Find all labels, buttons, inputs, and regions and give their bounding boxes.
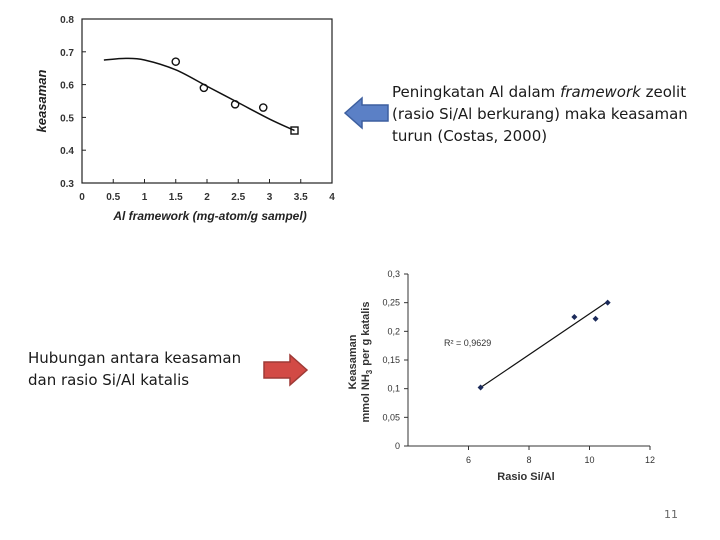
chart1-x-tick-label: 1 <box>142 192 148 203</box>
chart2-y-label-line1: Keasaman <box>347 334 359 389</box>
chart2-y-label-mmol: mmol NH <box>360 374 372 422</box>
chart1-x-tick-label: 3 <box>267 192 273 203</box>
chart1-x-tick-label: 1.5 <box>169 192 183 203</box>
chart1-y-axis-label: keasaman <box>34 70 49 133</box>
chart1-y-tick-label: 0.6 <box>60 81 74 92</box>
chart1-y-tick-label: 0.3 <box>60 179 74 190</box>
top-annotation-line3: turun (Costas, 2000) <box>392 127 548 145</box>
chart1-y-tick-label: 0.7 <box>60 48 74 59</box>
chart2-y-label-subscript: 3 <box>365 369 374 374</box>
chart2-trendline <box>480 301 608 389</box>
chart1-x-tick-label: 4 <box>329 192 335 203</box>
chart2-y-tick-label: 0,1 <box>387 384 400 394</box>
chart1-x-tick-label: 3.5 <box>294 192 308 203</box>
chart1-data-point <box>199 83 209 93</box>
chart2-y-label-per-g: per g katalis <box>360 302 372 366</box>
chart2-y-tick-label: 0,2 <box>387 326 400 336</box>
bottom-annotation-line2: dan rasio Si/Al katalis <box>28 371 190 389</box>
chart1-data-point <box>230 99 240 109</box>
chart2-y-tick-label: 0,15 <box>382 355 400 365</box>
chart1-plot-frame <box>81 18 333 184</box>
chart1-x-tick-label: 2 <box>204 192 210 203</box>
top-annotation: Peningkatan Al dalam framework zeolit (r… <box>392 81 692 147</box>
bottom-annotation: Hubungan antara keasaman dan rasio Si/Al… <box>28 347 268 391</box>
chart1-x-tick-label: 0.5 <box>106 192 120 203</box>
framework-emphasis: framework <box>560 83 641 101</box>
chart1-y-tick-label: 0.5 <box>60 113 74 124</box>
chart2-r-squared: R² = 0,9629 <box>444 338 491 348</box>
chart1-data-point <box>258 103 268 112</box>
chart-acidity-vs-si-al-ratio: 0 0,05 0,1 0,15 0,2 0,25 0,3 6 8 10 12 R² = 0,962… <box>347 269 655 483</box>
chart-acidity-vs-al-framework: 0.3 0.4 0.5 0.6 0.7 0.8 0 0.5 1 1.5 2 2.5 3 3.5 4 kea… <box>34 15 335 223</box>
chart2-x-axis-label: Rasio Si/Al <box>497 471 554 483</box>
chart1-y-tick-label: 0.4 <box>60 146 74 157</box>
chart2-x-tick-label: 8 <box>526 455 531 465</box>
page-number: 11 <box>664 508 678 521</box>
chart2-y-tick-label: 0 <box>395 441 400 451</box>
chart1-data-point <box>171 57 181 66</box>
chart1-y-tick-label: 0.8 <box>60 15 74 26</box>
chart2-x-tick-label: 10 <box>584 455 594 465</box>
chart2-y-tick-label: 0,3 <box>387 269 400 279</box>
chart2-x-tick-label: 6 <box>466 455 471 465</box>
chart1-data-point <box>290 126 299 135</box>
chart1-fit-curve <box>103 57 295 132</box>
chart2-data-point <box>571 314 578 320</box>
chart2-y-tick-label: 0,05 <box>382 412 400 422</box>
chart2-x-tick-label: 12 <box>645 455 655 465</box>
left-arrow-icon <box>344 96 389 130</box>
chart1-x-tick-label: 0 <box>79 192 85 203</box>
right-arrow-icon <box>263 353 308 387</box>
chart2-y-tick-label: 0,25 <box>382 298 400 308</box>
chart1-x-axis-label: Al framework (mg-atom/g sampel) <box>112 209 306 223</box>
chart2-data-point <box>604 299 611 306</box>
bottom-annotation-line1: Hubungan antara keasaman <box>28 349 242 367</box>
chart1-x-tick-label: 2.5 <box>231 192 245 203</box>
top-annotation-line1: Peningkatan Al dalam framework zeolit <box>392 83 687 101</box>
chart2-data-point <box>592 315 599 322</box>
top-annotation-line2: (rasio Si/Al berkurang) maka keasaman <box>392 105 688 123</box>
chart2-y-label-line2: mmol NH3 per g katalis <box>360 302 374 423</box>
